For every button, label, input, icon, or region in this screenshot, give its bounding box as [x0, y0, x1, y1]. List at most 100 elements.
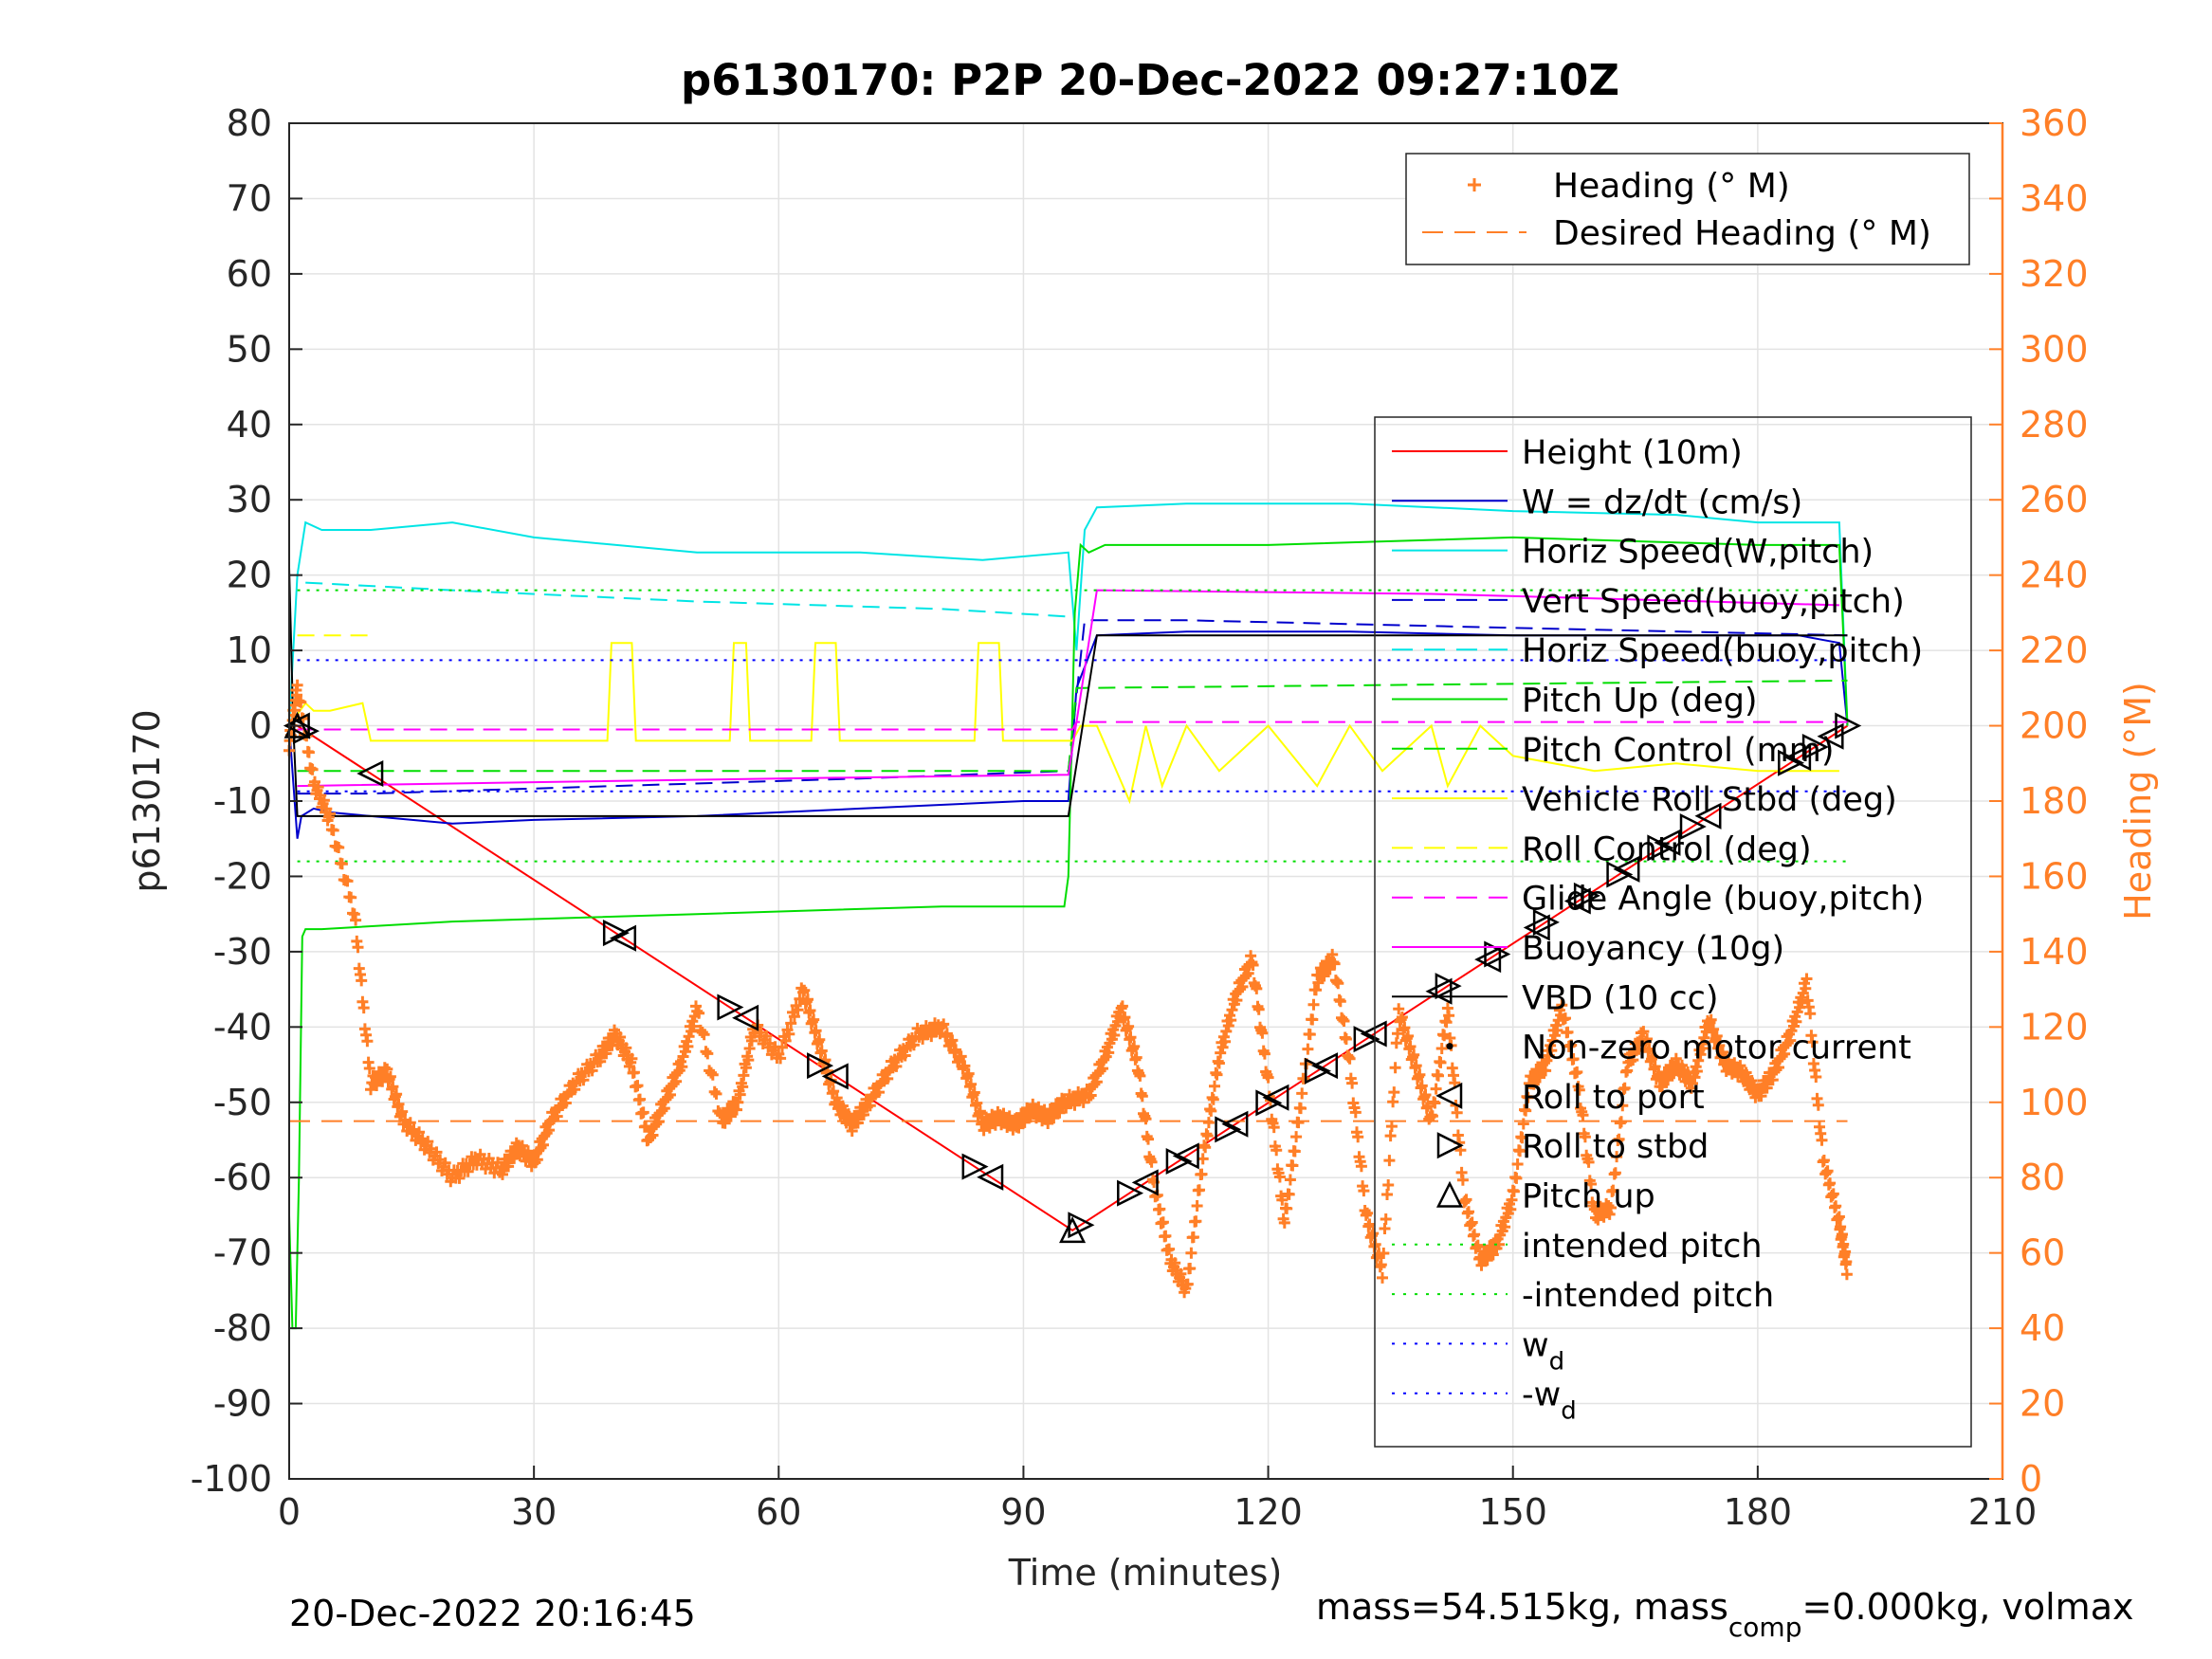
- footer-mass: mass=54.515kg, masscomp=0.000kg, volmax: [1316, 1586, 2133, 1643]
- series-line-horiz_w: [288, 502, 1849, 726]
- legend-sample-tri-up: [1435, 1180, 1464, 1208]
- y-tick-label: 80: [227, 102, 272, 144]
- y2-tick-label: 320: [2020, 253, 2089, 295]
- legend-main-label: Roll to stbd: [1522, 1128, 1709, 1166]
- y2-tick-label: 300: [2020, 328, 2089, 370]
- y-tick-label: 40: [227, 404, 272, 446]
- legend-main-label: Pitch Up (deg): [1522, 683, 1758, 720]
- marker-right: [1117, 1179, 1144, 1207]
- footer-mass-a: mass=54.515kg, mass: [1316, 1586, 1728, 1628]
- marker-right: [1165, 1147, 1193, 1176]
- legend-main-label: Roll Control (deg): [1522, 830, 1812, 868]
- legend-sample-tri-right: [1436, 1132, 1464, 1159]
- legend-main-label: W = dz/dt (cm/s): [1522, 483, 1802, 521]
- footer-mass-b: =0.000kg, volmax: [1801, 1586, 2133, 1628]
- y-tick-label: -80: [213, 1307, 272, 1349]
- x-tick-label: 120: [1234, 1491, 1303, 1533]
- x-tick-label: 60: [756, 1491, 801, 1533]
- y-tick-label: -30: [213, 931, 272, 973]
- y2-tick-label: 20: [2020, 1383, 2065, 1425]
- legend-sample-plus: [1468, 178, 1481, 191]
- y2-tick-label: 280: [2020, 404, 2089, 446]
- y-tick-label: -60: [213, 1157, 272, 1198]
- y2-tick-label: 340: [2020, 177, 2089, 219]
- x-tick-label: 180: [1724, 1491, 1793, 1533]
- marker-right: [1647, 834, 1674, 862]
- marker-up: [1059, 1216, 1087, 1244]
- x-tick-label: 150: [1478, 1491, 1547, 1533]
- chart-title: p6130170: P2P 20-Dec-2022 09:27:10Z: [681, 55, 1619, 105]
- marker-left: [732, 1004, 759, 1031]
- legend-heading-box: [1405, 153, 1970, 265]
- marker-right: [1353, 1026, 1380, 1053]
- y-tick-label: 20: [227, 555, 272, 596]
- y-axis-label: p6130170: [126, 709, 168, 892]
- y2-tick-label: 80: [2020, 1157, 2065, 1198]
- legend-main-label: Pitch up: [1522, 1178, 1655, 1216]
- marker-right: [1255, 1089, 1283, 1117]
- x-tick-label: 0: [278, 1491, 301, 1533]
- y2-tick-label: 260: [2020, 479, 2089, 520]
- legend-main-label: VBD (10 cc): [1522, 979, 1719, 1017]
- series-line-glide: [297, 720, 1848, 731]
- footer-mass-sub: comp: [1728, 1612, 1802, 1643]
- marker-right: [961, 1153, 989, 1180]
- legend-heading-label: Heading (° M): [1553, 167, 1790, 206]
- series-line-pitch: [288, 536, 1849, 1330]
- y2-tick-label: 120: [2020, 1006, 2089, 1048]
- heading-series: [283, 679, 1853, 1299]
- marker-right: [807, 1052, 834, 1080]
- legend-sample-dot: [1446, 1043, 1453, 1050]
- y-tick-label: 10: [227, 629, 272, 671]
- x-axis-label: Time (minutes): [1008, 1552, 1283, 1594]
- x-tick-label: 90: [1000, 1491, 1046, 1533]
- marker-right: [1484, 940, 1511, 968]
- y2-axis: 0 20 40 60 80 100 120 140 160 180 200 220 240 260 280 3…: [1989, 102, 2089, 1500]
- marker-right: [1532, 908, 1560, 936]
- x-tick-label: 30: [511, 1491, 557, 1533]
- y-tick-label: 70: [227, 177, 272, 219]
- series-line-buoyancy: [297, 589, 1839, 788]
- y2-tick-label: 140: [2020, 931, 2089, 973]
- marker-right: [1835, 712, 1862, 739]
- y-tick-label: 60: [227, 253, 272, 295]
- marker-right: [1778, 749, 1805, 776]
- legend-main-label: Horiz Speed(buoy,pitch): [1522, 632, 1923, 670]
- y2-tick-label: 240: [2020, 555, 2089, 596]
- legend-heading: Heading (° M) Desired Heading (° M): [1405, 153, 1970, 265]
- marker-layer: [283, 711, 1862, 1244]
- x-axis: 0 30 60 90 120 150 180 210: [278, 1466, 2037, 1533]
- legend-heading-label: Desired Heading (° M): [1553, 214, 1931, 253]
- y-tick-label: -10: [213, 780, 272, 822]
- y-tick-label: -90: [213, 1383, 272, 1425]
- marker-left: [977, 1163, 1004, 1191]
- marker-left: [1817, 722, 1844, 750]
- marker-right: [1573, 882, 1600, 909]
- y-axis: -100-90-80-70-60-50-40-30-20-10010203040…: [191, 102, 302, 1500]
- marker-left: [821, 1063, 849, 1090]
- marker-right: [1435, 973, 1462, 1000]
- y-tick-label: -40: [213, 1006, 272, 1048]
- marker-right: [1606, 861, 1634, 888]
- legend-main-label-sub: d: [1549, 1347, 1565, 1376]
- legend-main: Height (10m) W = dz/dt (cm/s) Horiz Speed(…: [1374, 416, 1972, 1448]
- legend-main-label: Height (10m): [1522, 434, 1743, 472]
- x-tick-label: 210: [1968, 1491, 2038, 1533]
- y2-tick-label: 40: [2020, 1307, 2065, 1349]
- y2-tick-label: 180: [2020, 780, 2089, 822]
- legend-main-label: Vehicle Roll Stbd (deg): [1522, 781, 1897, 819]
- marker-left: [356, 759, 384, 788]
- y2-tick-label: 60: [2020, 1232, 2065, 1274]
- y-tick-label: -100: [191, 1458, 272, 1500]
- legend-main-label: Horiz Speed(W,pitch): [1522, 534, 1874, 572]
- footer-date: 20-Dec-2022 20:16:45: [289, 1593, 696, 1634]
- legend-sample-tri-left: [1435, 1082, 1463, 1109]
- legend-main-label: Non-zero motor current: [1522, 1030, 1911, 1067]
- y-tick-label: -70: [213, 1232, 272, 1274]
- y-tick-label: 30: [227, 479, 272, 520]
- legend-main-label: Roll to port: [1522, 1079, 1705, 1117]
- marker-right: [1304, 1057, 1331, 1085]
- legend-main-box: [1374, 416, 1972, 1448]
- legend-main-label: -intended pitch: [1522, 1277, 1774, 1315]
